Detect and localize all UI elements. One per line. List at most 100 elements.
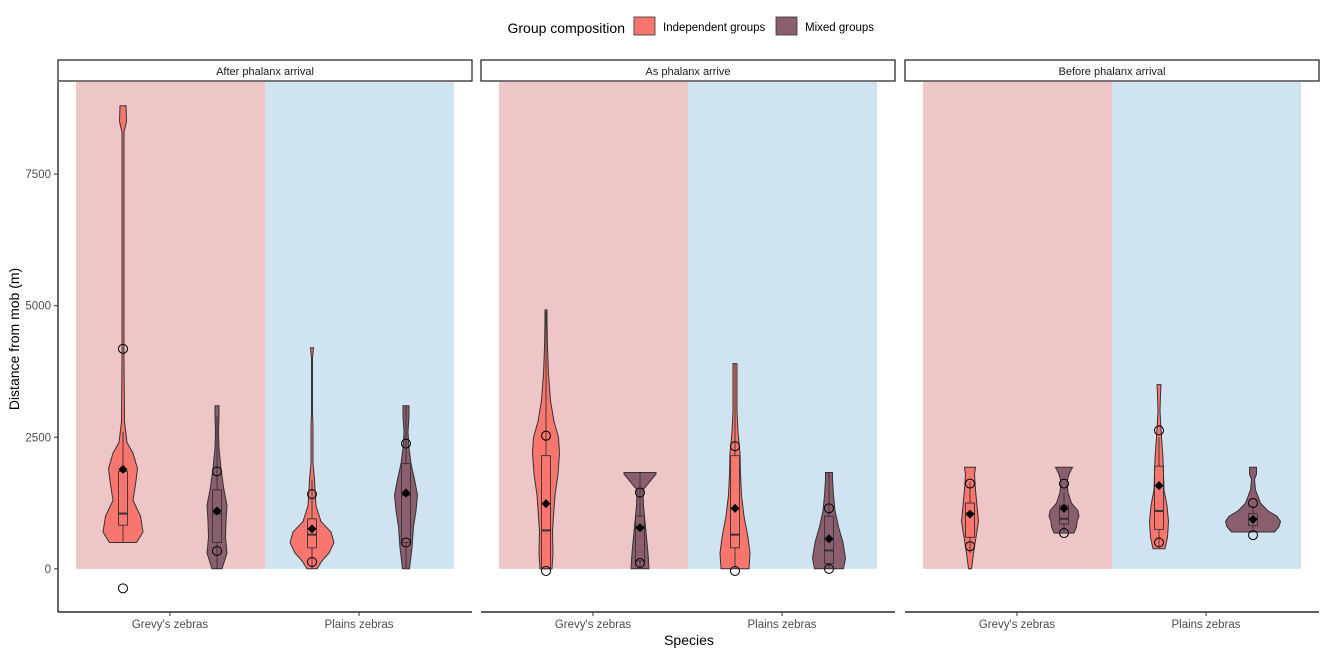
x-tick-label: Grevy's zebras bbox=[979, 619, 1056, 631]
x-tick-label: Plains zebras bbox=[324, 619, 393, 631]
violin-shape bbox=[102, 105, 144, 543]
violin bbox=[1148, 384, 1170, 550]
plains-background-band bbox=[1112, 82, 1301, 569]
x-tick-label: Grevy's zebras bbox=[555, 619, 632, 631]
x-tick-label: Grevy's zebras bbox=[132, 619, 209, 631]
violin bbox=[206, 405, 228, 570]
data-point bbox=[1154, 425, 1164, 436]
violin bbox=[623, 472, 657, 570]
legend-title: Group composition bbox=[507, 20, 625, 36]
data-point bbox=[635, 487, 645, 498]
y-tick-label: 7500 bbox=[25, 169, 51, 181]
violin bbox=[811, 472, 847, 574]
data-point bbox=[730, 565, 740, 576]
mean-marker bbox=[1248, 514, 1258, 524]
box-iqr bbox=[1154, 465, 1164, 530]
data-point bbox=[1059, 528, 1069, 539]
data-point bbox=[965, 478, 975, 489]
data-point bbox=[212, 545, 222, 556]
box-iqr bbox=[635, 515, 645, 562]
panel-1: After phalanx arrival 0 2500 5000 7500 Grevy'… bbox=[25, 59, 473, 631]
data-point bbox=[824, 563, 834, 574]
mean-marker bbox=[730, 503, 740, 513]
data-point bbox=[635, 558, 645, 569]
data-point bbox=[307, 489, 317, 500]
panel-title: As phalanx arrive bbox=[646, 66, 731, 78]
y-tick-label: 2500 bbox=[25, 432, 51, 444]
data-point bbox=[1059, 478, 1069, 489]
violin-shape bbox=[393, 405, 419, 570]
violin bbox=[531, 309, 561, 576]
mean-marker bbox=[1154, 481, 1164, 491]
data-point bbox=[541, 430, 551, 441]
data-point bbox=[307, 557, 317, 567]
data-point bbox=[1248, 530, 1258, 541]
data-point bbox=[401, 537, 411, 548]
box-iqr bbox=[307, 518, 317, 549]
legend-label-mixed: Mixed groups bbox=[805, 22, 874, 34]
box-iqr bbox=[212, 489, 222, 543]
y-tick-label: 5000 bbox=[25, 301, 51, 313]
violin bbox=[960, 466, 980, 570]
panel-strip bbox=[904, 59, 1320, 82]
box-iqr bbox=[965, 502, 975, 538]
data-point bbox=[118, 583, 128, 594]
x-tick-label: Plains zebras bbox=[1171, 619, 1240, 631]
violin bbox=[393, 405, 419, 570]
violin-shape bbox=[289, 347, 335, 570]
violin bbox=[1224, 466, 1282, 541]
x-tick-label: Plains zebras bbox=[747, 619, 816, 631]
violin bbox=[289, 347, 335, 570]
data-point bbox=[541, 565, 551, 576]
data-point bbox=[401, 438, 411, 449]
mean-marker bbox=[1059, 503, 1069, 513]
plains-background-band bbox=[688, 82, 877, 569]
panel-3: Before phalanx arrival Grevy's zebras Plai… bbox=[904, 59, 1320, 631]
grevy-background-band bbox=[499, 82, 688, 569]
box-iqr bbox=[541, 455, 551, 570]
violin-shape bbox=[623, 472, 657, 570]
violin-shape bbox=[811, 472, 847, 570]
box-iqr bbox=[730, 455, 740, 549]
mean-marker bbox=[541, 499, 551, 509]
panels: After phalanx arrival 0 2500 5000 7500 Grevy'… bbox=[25, 59, 1320, 631]
mean-marker bbox=[824, 534, 834, 544]
panel-strip bbox=[480, 59, 896, 82]
data-point bbox=[1154, 537, 1164, 548]
legend-label-independent: Independent groups bbox=[663, 22, 766, 34]
violin bbox=[102, 105, 144, 594]
mean-marker bbox=[307, 524, 317, 534]
violin bbox=[1048, 466, 1080, 539]
data-point bbox=[965, 541, 975, 552]
panel-strip bbox=[57, 59, 473, 82]
mean-marker bbox=[118, 464, 128, 474]
legend-key-independent bbox=[633, 16, 656, 36]
mean-marker bbox=[401, 488, 411, 498]
grevy-background-band bbox=[76, 82, 265, 569]
mean-marker bbox=[212, 506, 222, 516]
data-point bbox=[118, 343, 128, 354]
violin-shape bbox=[1224, 466, 1282, 533]
box-iqr bbox=[824, 515, 834, 565]
y-axis-title: Distance from mob (m) bbox=[6, 268, 22, 410]
grevy-background-band bbox=[923, 82, 1112, 569]
legend: Group composition Independent groups Mix… bbox=[507, 16, 874, 36]
data-point bbox=[730, 441, 740, 452]
x-axis-title: Species bbox=[664, 632, 714, 648]
panel-2: As phalanx arrive Grevy's zebras Plains ze… bbox=[480, 59, 896, 631]
violin bbox=[719, 363, 751, 576]
panel-title: After phalanx arrival bbox=[216, 66, 314, 78]
panel-title: Before phalanx arrival bbox=[1058, 66, 1165, 78]
mean-marker bbox=[965, 509, 975, 519]
legend-key-mixed bbox=[775, 16, 798, 36]
violin-shape bbox=[719, 363, 751, 570]
plains-background-band bbox=[265, 82, 454, 569]
data-point bbox=[824, 503, 834, 514]
data-point bbox=[212, 466, 222, 477]
box-iqr bbox=[401, 463, 411, 543]
y-tick-label: 0 bbox=[45, 564, 51, 576]
data-point bbox=[1248, 498, 1258, 509]
mean-marker bbox=[635, 523, 645, 533]
